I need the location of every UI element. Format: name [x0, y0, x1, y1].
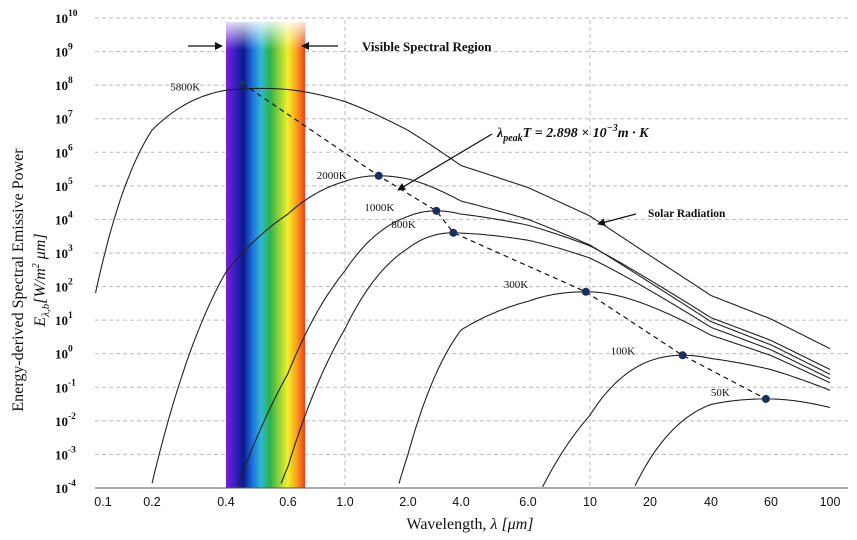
- y-tick-14: 10-4: [55, 479, 76, 496]
- y-tick-12: 10-2: [55, 412, 76, 429]
- wien-law-annotation: λpeakT = 2.898 × 10−3m · K: [397, 123, 650, 191]
- x-tick-0: 0.1: [94, 495, 111, 509]
- visible-region-label: Visible Spectral Region: [362, 39, 492, 54]
- y-tick-2: 108: [55, 76, 73, 93]
- curve-1000K: [237, 210, 831, 485]
- x-tick-7: 6.0: [519, 495, 536, 509]
- y-tick-labels: 1010 109 108 107 106 105 104 103 102 101 100 10-1 10…: [55, 9, 78, 496]
- marker-2000K: [374, 171, 383, 180]
- curve-label-5800K: 5800K: [170, 81, 200, 93]
- solar-annotation: Solar Radiation: [597, 208, 726, 227]
- curve-2000K: [151, 175, 831, 484]
- curve-50K: [634, 398, 831, 486]
- x-tick-4: 1.0: [336, 495, 353, 509]
- y-tick-0: 1010: [55, 9, 78, 26]
- y-tick-10: 100: [55, 345, 73, 362]
- wien-displacement-line: [241, 83, 767, 400]
- peak-markers: [239, 80, 770, 403]
- x-tick-11: 60: [764, 495, 778, 509]
- marker-1000K: [432, 206, 441, 215]
- y-axis-title: Energy-derived Spectral Emissive Power E…: [10, 148, 52, 412]
- y-tick-4: 106: [55, 143, 73, 160]
- curve-100K: [542, 354, 831, 488]
- x-tick-5: 2.0: [399, 495, 416, 509]
- curve-label-100K: 100K: [611, 345, 636, 357]
- x-tick-8: 10: [583, 495, 597, 509]
- y-tick-5: 105: [55, 177, 73, 194]
- curve-label-50K: 50K: [711, 387, 730, 399]
- curve-label-300K: 300K: [504, 279, 529, 291]
- y-tick-1: 109: [55, 43, 73, 60]
- y-tick-3: 107: [55, 110, 73, 127]
- curve-label-1000K: 1000K: [364, 202, 394, 214]
- x-tick-labels: 0.1 0.2 0.4 0.6 1.0 2.0 4.0 6.0 10 20 40 60 100: [94, 495, 840, 509]
- y-tick-6: 104: [55, 210, 73, 227]
- solar-label: Solar Radiation: [648, 208, 726, 220]
- curve-800K: [280, 232, 831, 484]
- marker-100K: [678, 351, 687, 360]
- solar-arrow-icon: [597, 213, 637, 227]
- x-tick-3: 0.6: [279, 495, 296, 509]
- wien-formula: λpeakT = 2.898 × 10−3m · K: [496, 123, 650, 144]
- curve-label-800K: 800K: [391, 219, 416, 231]
- x-tick-10: 40: [704, 495, 718, 509]
- marker-50K: [761, 394, 770, 403]
- grid-lines: [95, 17, 848, 488]
- marker-5800K: [239, 80, 246, 87]
- x-tick-12: 100: [820, 495, 841, 509]
- x-tick-1: 0.2: [143, 495, 160, 509]
- curve-300K: [398, 291, 831, 484]
- x-axis-title: Wavelength, λ [μm]: [407, 516, 534, 533]
- y-tick-13: 10-3: [55, 445, 76, 462]
- wien-arrow-icon: [397, 133, 493, 191]
- x-tick-6: 4.0: [452, 495, 469, 509]
- marker-300K: [581, 287, 590, 296]
- y-axis-title-line2: Eλ,b[W/m2 μm]: [31, 233, 52, 327]
- curve-labels: 5800K 2000K 1000K 800K 300K 100K 50K: [170, 81, 730, 398]
- y-tick-9: 101: [55, 311, 73, 328]
- y-tick-7: 103: [55, 244, 73, 261]
- y-tick-8: 102: [55, 278, 73, 295]
- curve-label-2000K: 2000K: [317, 170, 347, 182]
- curves: [95, 87, 831, 488]
- y-axis-title-line1: Energy-derived Spectral Emissive Power: [10, 148, 27, 412]
- x-tick-9: 20: [643, 495, 657, 509]
- visible-region-annotation: Visible Spectral Region: [188, 39, 492, 54]
- x-tick-2: 0.4: [217, 495, 234, 509]
- y-tick-11: 10-1: [55, 378, 76, 395]
- curve-5800K: [95, 87, 831, 350]
- marker-800K: [449, 228, 458, 237]
